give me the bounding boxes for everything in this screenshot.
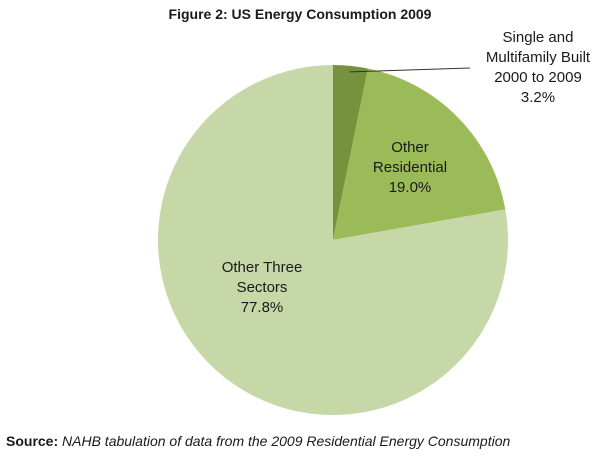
source-note: Source: NAHB tabulation of data from the… [6, 433, 510, 449]
slice-label-1: Single and Multifamily Built 2000 to 2009 3… [486, 29, 591, 106]
slice-label-2: Other Residential 19.0% [373, 139, 447, 196]
source-label: Source: [6, 433, 59, 449]
slice-label-3: Other Three Sectors 77.8% [222, 259, 303, 316]
source-text: NAHB tabulation of data from the 2009 Re… [62, 433, 511, 449]
leader-line [349, 67, 471, 73]
pie-slice-1 [333, 65, 368, 240]
pie-slices [158, 65, 509, 415]
pie-slice-2 [333, 68, 506, 241]
pie-slice-3 [158, 65, 509, 415]
chart-title: Figure 2: US Energy Consumption 2009 [168, 6, 432, 22]
pie-labels: Single and Multifamily Built 2000 to 2009 3… [222, 29, 591, 316]
